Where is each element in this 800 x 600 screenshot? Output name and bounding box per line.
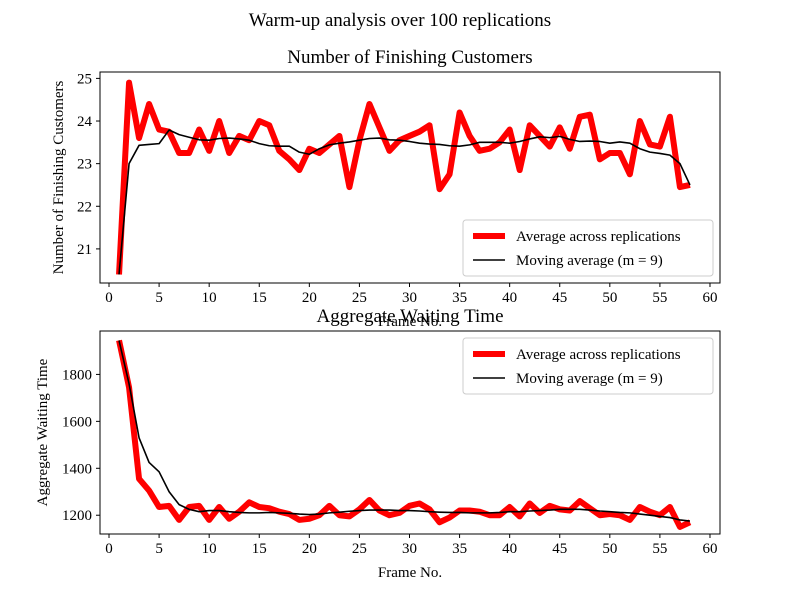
- legend: Average across replications Moving averag…: [462, 337, 714, 395]
- y-tick-label: 1200: [62, 508, 92, 524]
- x-tick-label: 45: [552, 541, 567, 557]
- x-tick-label: 15: [252, 541, 267, 557]
- x-tick-label: 55: [652, 290, 667, 306]
- y-tick-label: 1800: [62, 367, 92, 383]
- x-tick-label: 25: [352, 541, 367, 557]
- x-tick-label: 30: [402, 290, 417, 306]
- chart-panel-1: 0 5 10 15 20 25 30 35 40 45 50 55 60 21 22 23 24 25 Frame …: [51, 47, 721, 330]
- x-tick-label: 15: [252, 290, 267, 306]
- x-tick-label: 0: [105, 290, 113, 306]
- x-tick-label: 40: [502, 290, 517, 306]
- x-tick-label: 10: [202, 290, 217, 306]
- y-tick-label: 1400: [62, 461, 92, 477]
- y-axis-label: Number of Finishing Customers: [51, 80, 67, 274]
- y-tick-label: 22: [77, 199, 92, 215]
- x-tick-label: 35: [452, 290, 467, 306]
- legend-label: Moving average (m = 9): [516, 371, 663, 387]
- x-tick-label: 0: [105, 541, 113, 557]
- legend-label: Moving average (m = 9): [516, 253, 663, 269]
- y-axis-label: Aggregate Waiting Time: [35, 358, 51, 506]
- x-tick-label: 50: [602, 290, 617, 306]
- y-tick-label: 1600: [62, 414, 92, 430]
- x-tick-label: 25: [352, 290, 367, 306]
- x-tick-label: 45: [552, 290, 567, 306]
- y-tick-label: 24: [77, 114, 93, 130]
- x-tick-label: 20: [302, 290, 317, 306]
- x-tick-label: 10: [202, 541, 217, 557]
- series-line-average: [116, 79, 691, 275]
- x-tick-label: 35: [452, 541, 467, 557]
- x-tick-label: 20: [302, 541, 317, 557]
- x-tick-label: 60: [702, 290, 717, 306]
- x-tick-label: 5: [155, 290, 163, 306]
- legend-label: Average across replications: [516, 229, 681, 245]
- y-tick-label: 23: [77, 157, 92, 173]
- chart-panel-2: 0 5 10 15 20 25 30 35 40 45 50 55 60 1200 1400 1600 1800…: [35, 306, 721, 581]
- x-tick-label: 40: [502, 541, 517, 557]
- x-tick-label: 5: [155, 541, 163, 557]
- x-axis-label: Frame No.: [378, 565, 442, 581]
- x-tick-label: 30: [402, 541, 417, 557]
- x-tick-label: 55: [652, 541, 667, 557]
- series-line-moving-average: [118, 129, 691, 275]
- series-line-average: [116, 339, 692, 530]
- charts: 0 5 10 15 20 25 30 35 40 45 50 55 602122232425Frame …: [35, 47, 721, 581]
- figure-suptitle: Warm-up analysis over 100 replications: [249, 10, 551, 31]
- legend: Average across replications Moving averag…: [462, 219, 714, 277]
- x-axis-label: Frame No.: [378, 314, 442, 330]
- legend-label: Average across replications: [516, 347, 681, 363]
- x-tick-label: 60: [702, 541, 717, 557]
- axes-frame: [99, 71, 721, 284]
- chart-title: Number of Finishing Customers: [287, 47, 532, 68]
- legend-box: [462, 219, 714, 277]
- axes-frame: [99, 330, 721, 535]
- legend-box: [462, 337, 714, 395]
- x-tick-label: 50: [602, 541, 617, 557]
- y-tick-label: 21: [77, 242, 92, 258]
- series-line-moving-average: [118, 340, 691, 522]
- chart-title: Aggregate Waiting Time: [316, 306, 503, 327]
- y-tick-label: 25: [77, 71, 92, 87]
